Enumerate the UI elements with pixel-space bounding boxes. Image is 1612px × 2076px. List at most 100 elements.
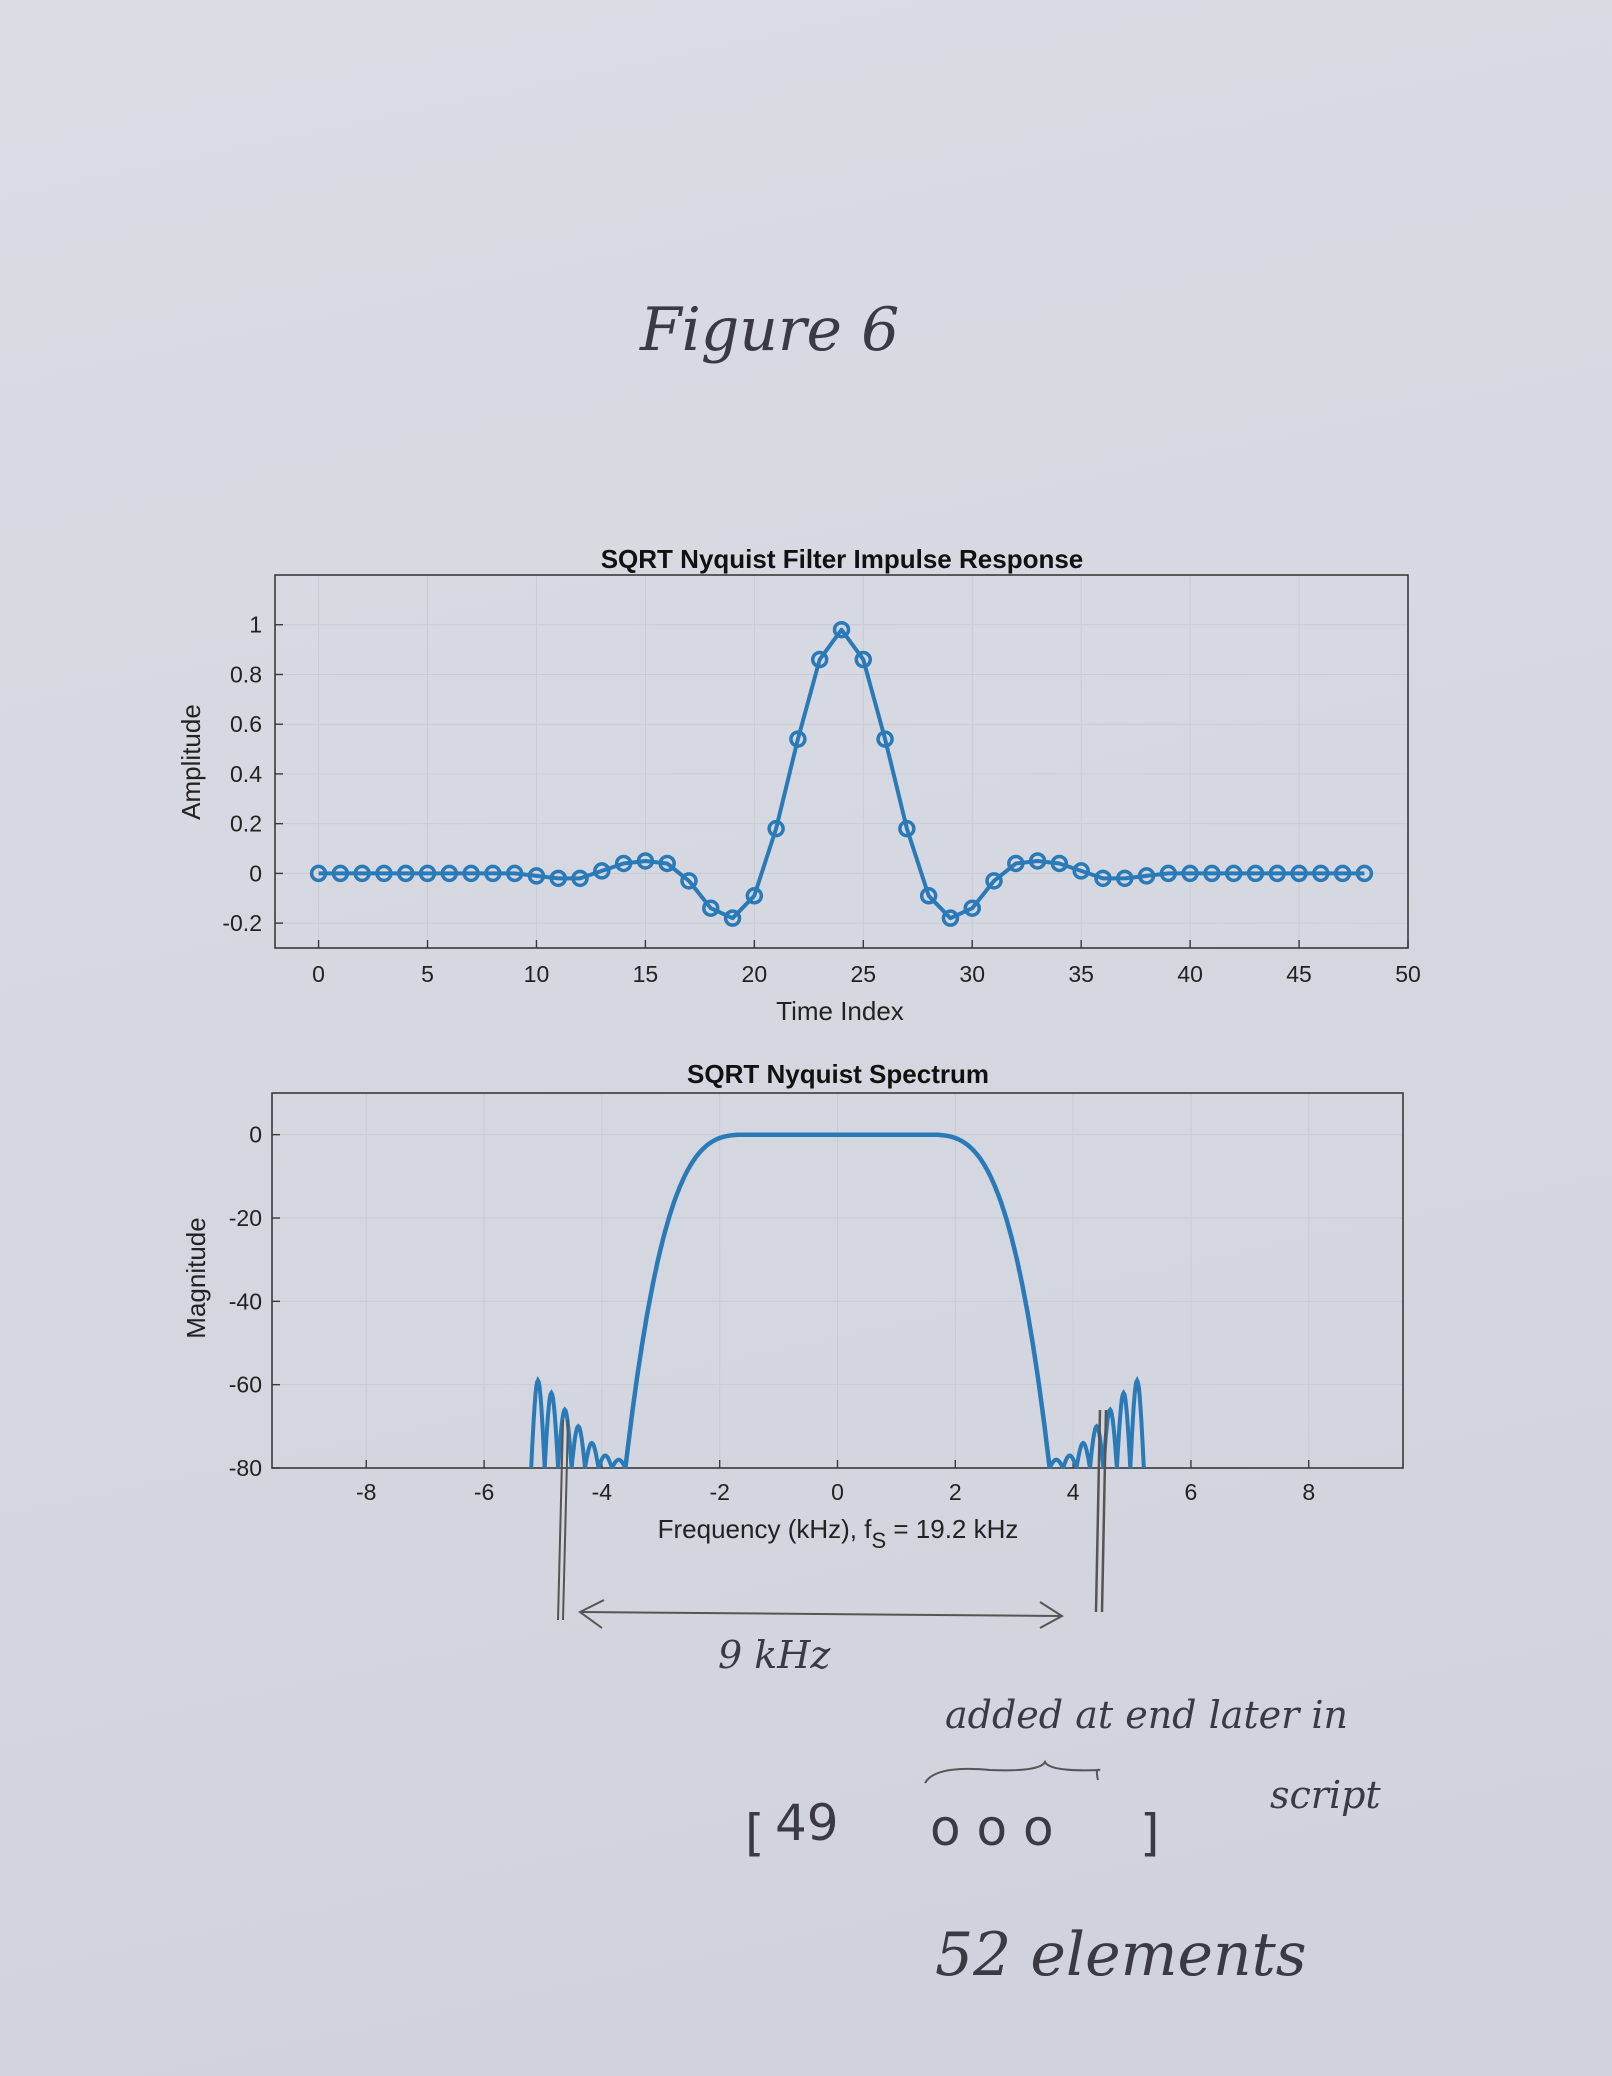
spectrum-grid <box>272 1093 1403 1469</box>
impulse-data-point <box>702 899 720 917</box>
spectrum-sidelobe <box>1074 1440 1092 1469</box>
spectrum-series <box>529 1132 1146 1469</box>
spectrum-x-ticks: -8 -6 -4 -2 0 2 4 6 8 <box>356 1460 1315 1505</box>
spectrum-chart-title: SQRT Nyquist Spectrum <box>687 1059 989 1089</box>
impulse-data-point <box>1072 862 1090 880</box>
note-script-text: script <box>1270 1773 1381 1817</box>
spectrum-y-tick-label: -40 <box>229 1288 262 1314</box>
impulse-data-point <box>462 864 480 883</box>
spectrum-sidelobe <box>1061 1453 1079 1469</box>
impulse-data-point <box>593 862 611 880</box>
impulse-x-tick-label: 0 <box>312 961 325 987</box>
impulse-data-point <box>1224 864 1243 883</box>
impulse-data-point <box>963 899 981 917</box>
impulse-data-point <box>876 730 894 748</box>
impulse-data-point <box>549 869 567 888</box>
spectrum-sidelobe <box>542 1389 561 1469</box>
impulse-data-point <box>1355 864 1374 883</box>
impulse-data-point <box>1203 864 1221 883</box>
spectrum-sidelobe <box>556 1406 574 1469</box>
spectrum-x-label-main: Frequency (kHz), f <box>658 1514 873 1544</box>
handwritten-notes: 9 kHz added at end later in script [ 49 … <box>557 1409 1381 1990</box>
impulse-data-point <box>1159 864 1178 883</box>
spectrum-sidelobe <box>610 1457 628 1469</box>
spectrum-y-tick-label: 0 <box>249 1122 262 1148</box>
impulse-x-tick-label: 50 <box>1395 961 1421 987</box>
impulse-y-tick-label: 1 <box>249 612 262 638</box>
count-value: 49 <box>775 1794 839 1852</box>
impulse-data-point <box>418 864 437 883</box>
impulse-data-point <box>789 730 807 748</box>
spectrum-x-tick-label: -4 <box>592 1479 613 1505</box>
impulse-data-point <box>767 819 785 838</box>
impulse-data-point <box>614 854 633 873</box>
impulse-data-point <box>375 864 393 883</box>
spectrum-main-lobe <box>623 1132 1052 1469</box>
impulse-data-point <box>985 872 1003 890</box>
impulse-data-point <box>1007 854 1025 873</box>
impulse-data-point <box>1094 869 1112 888</box>
spectrum-x-tick-label: -6 <box>474 1479 494 1505</box>
spectrum-sidelobe <box>1114 1389 1133 1469</box>
spectrum-sidelobe <box>1047 1457 1065 1469</box>
spectrum-y-tick-label: -20 <box>229 1205 262 1231</box>
impulse-data-point <box>745 887 764 905</box>
impulse-x-ticks: 0 5 10 15 20 25 30 35 40 45 50 <box>312 940 1421 987</box>
impulse-data-point <box>832 620 851 639</box>
spectrum-sidelobe <box>583 1440 601 1469</box>
impulse-data-point <box>331 864 350 883</box>
bandwidth-arrow-line <box>581 1611 1061 1617</box>
spectrum-sidelobe <box>569 1423 587 1469</box>
spectrum-y-axis-label: Magnitude <box>181 1217 211 1338</box>
impulse-y-tick-label: 0.8 <box>230 661 262 687</box>
impulse-data-point <box>1290 864 1308 883</box>
impulse-y-tick-label: 0.6 <box>230 711 262 737</box>
bandwidth-arrow-left-head <box>578 1599 605 1629</box>
impulse-series <box>309 620 1374 927</box>
impulse-data-point <box>571 869 589 888</box>
impulse-data-point <box>440 864 459 883</box>
left-bandwidth-marker <box>557 1419 569 1621</box>
impulse-data-point <box>723 909 742 927</box>
impulse-y-tick-label: 0.2 <box>230 811 262 837</box>
impulse-data-point <box>658 854 676 873</box>
impulse-x-axis-label: Time Index <box>776 996 904 1026</box>
spectrum-y-ticks: -80 -60 -40 -20 0 <box>229 1122 280 1481</box>
spectrum-x-axis-label: Frequency (kHz), fS = 19.2 kHz <box>658 1514 1019 1553</box>
elements-note: 52 elements <box>935 1920 1307 1990</box>
impulse-data-point <box>919 887 938 905</box>
impulse-series-line <box>318 627 1365 921</box>
bracket-open: [ <box>745 1804 765 1862</box>
impulse-data-point <box>1333 864 1352 883</box>
impulse-data-point <box>1312 864 1330 883</box>
impulse-data-point <box>1268 864 1287 883</box>
bracket-close: ] <box>1140 1804 1160 1862</box>
impulse-x-tick-label: 15 <box>633 961 659 987</box>
impulse-y-tick-label: -0.2 <box>222 910 262 936</box>
impulse-chart-title: SQRT Nyquist Filter Impulse Response <box>601 544 1084 574</box>
spectrum-x-tick-label: 0 <box>831 1479 844 1505</box>
impulse-response-chart: SQRT Nyquist Filter Impulse Response 0 5 1… <box>176 544 1421 1026</box>
impulse-data-point <box>309 864 328 883</box>
impulse-data-point <box>1050 854 1069 873</box>
impulse-data-point <box>484 864 502 883</box>
spectrum-x-label-tail: = 19.2 kHz <box>886 1514 1018 1544</box>
impulse-data-point <box>898 819 916 838</box>
bandwidth-label: 9 kHz <box>718 1633 831 1677</box>
impulse-data-point <box>353 864 371 883</box>
right-bandwidth-marker <box>1094 1409 1108 1613</box>
impulse-x-tick-label: 40 <box>1177 961 1203 987</box>
impulse-data-point <box>396 864 415 883</box>
spectrum-sidelobe <box>596 1453 614 1469</box>
impulse-data-point <box>854 650 873 669</box>
impulse-data-point <box>1181 864 1199 883</box>
impulse-data-point <box>1116 869 1134 888</box>
impulse-x-tick-label: 35 <box>1068 961 1094 987</box>
impulse-y-axis-label: Amplitude <box>176 704 206 820</box>
impulse-y-ticks: -0.2 0 0.2 0.4 0.6 0.8 1 <box>222 612 283 936</box>
spectrum-x-tick-label: -8 <box>356 1479 376 1505</box>
spectrum-sidelobe <box>529 1376 547 1469</box>
impulse-data-point <box>527 867 546 885</box>
impulse-data-point <box>636 852 655 870</box>
